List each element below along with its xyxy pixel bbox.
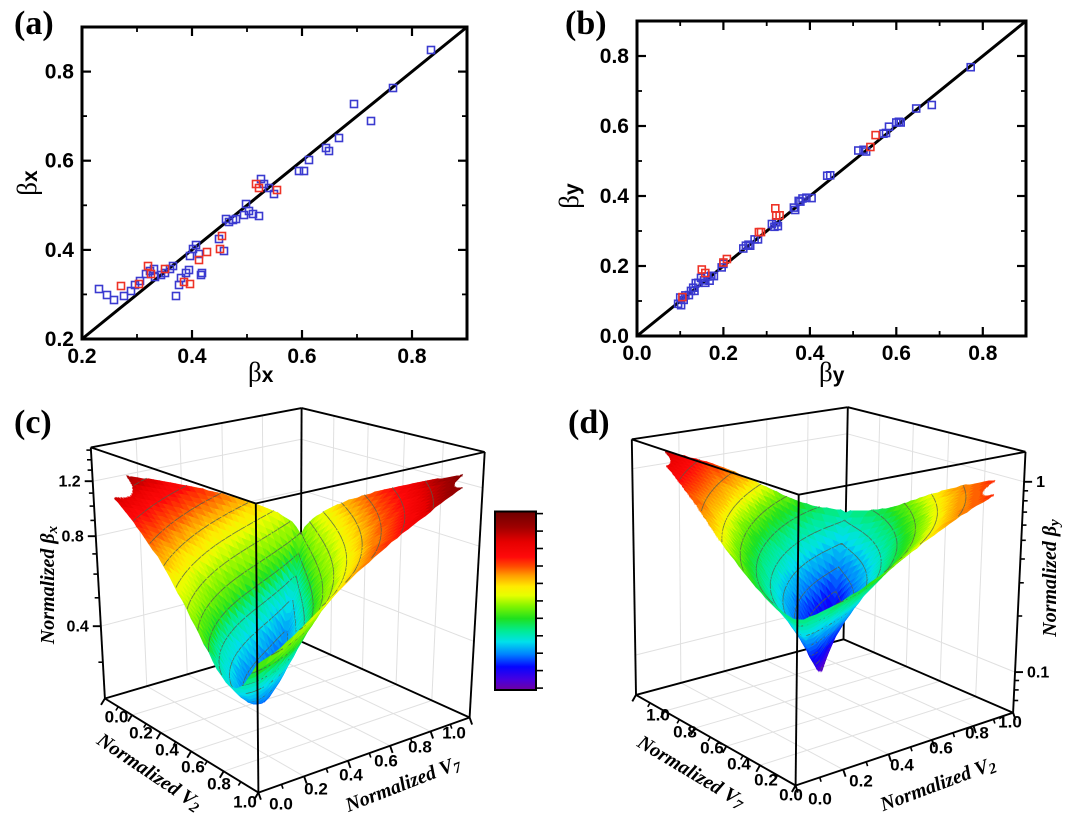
svg-text:0.4: 0.4 [727, 754, 751, 773]
svg-text:0.6: 0.6 [929, 738, 953, 757]
svg-text:0.0: 0.0 [779, 785, 803, 804]
svg-text:1.0: 1.0 [442, 723, 466, 742]
svg-text:0.2: 0.2 [849, 771, 873, 790]
svg-text:0.4: 0.4 [890, 755, 914, 774]
svg-text:1.0: 1.0 [646, 705, 670, 724]
svg-text:0.8: 0.8 [62, 528, 84, 545]
svg-text:0.0: 0.0 [622, 342, 651, 365]
svg-text:0.8: 0.8 [968, 342, 998, 365]
svg-text:0.4: 0.4 [339, 765, 363, 784]
svg-text:0.0: 0.0 [105, 707, 129, 726]
svg-text:0.2: 0.2 [67, 345, 96, 368]
svg-text:1.2: 1.2 [58, 473, 80, 490]
svg-text:0.6: 0.6 [45, 150, 74, 173]
svg-text:0.0: 0.0 [600, 325, 629, 348]
svg-text:0.4: 0.4 [177, 345, 207, 368]
svg-text:βy: βy [819, 357, 845, 387]
svg-text:1: 1 [1036, 474, 1045, 491]
svg-text:0.4: 0.4 [795, 342, 825, 365]
svg-text:0.2: 0.2 [304, 779, 328, 798]
svg-text:1.0: 1.0 [233, 792, 257, 811]
svg-text:0.2: 0.2 [709, 342, 738, 365]
svg-text:1.0: 1.0 [998, 712, 1022, 731]
svg-text:0.6: 0.6 [287, 345, 316, 368]
svg-text:0.6: 0.6 [181, 757, 205, 776]
svg-text:0.6: 0.6 [700, 738, 724, 757]
svg-text:0.6: 0.6 [374, 751, 398, 770]
svg-text:0.2: 0.2 [129, 723, 153, 742]
svg-text:0.4: 0.4 [155, 740, 179, 759]
svg-text:(b): (b) [565, 5, 607, 42]
svg-text:0.2: 0.2 [754, 770, 778, 789]
svg-text:(d): (d) [568, 404, 610, 441]
svg-text:0.8: 0.8 [673, 722, 697, 741]
svg-text:Normalized βx: Normalized βx [37, 525, 61, 645]
svg-text:0.8: 0.8 [207, 774, 231, 793]
svg-text:0.0: 0.0 [808, 789, 832, 808]
svg-text:0.8: 0.8 [600, 45, 630, 68]
svg-text:0.0: 0.0 [269, 794, 293, 813]
svg-text:(c): (c) [14, 404, 52, 441]
svg-text:0.2: 0.2 [600, 255, 629, 278]
svg-text:Normalized βy: Normalized βy [1039, 519, 1063, 638]
svg-text:0.4: 0.4 [45, 239, 75, 262]
svg-text:(a): (a) [14, 5, 54, 42]
svg-text:βx: βx [248, 357, 274, 387]
svg-text:0.4: 0.4 [67, 618, 89, 635]
svg-text:0.8: 0.8 [45, 61, 75, 84]
svg-text:0.6: 0.6 [882, 342, 911, 365]
svg-text:0.1: 0.1 [1027, 664, 1049, 681]
svg-text:0.8: 0.8 [397, 345, 427, 368]
svg-text:0.8: 0.8 [408, 737, 432, 756]
svg-text:0.6: 0.6 [600, 115, 629, 138]
svg-text:0.4: 0.4 [600, 185, 630, 208]
svg-text:0.8: 0.8 [965, 723, 989, 742]
svg-text:0.2: 0.2 [45, 328, 74, 351]
